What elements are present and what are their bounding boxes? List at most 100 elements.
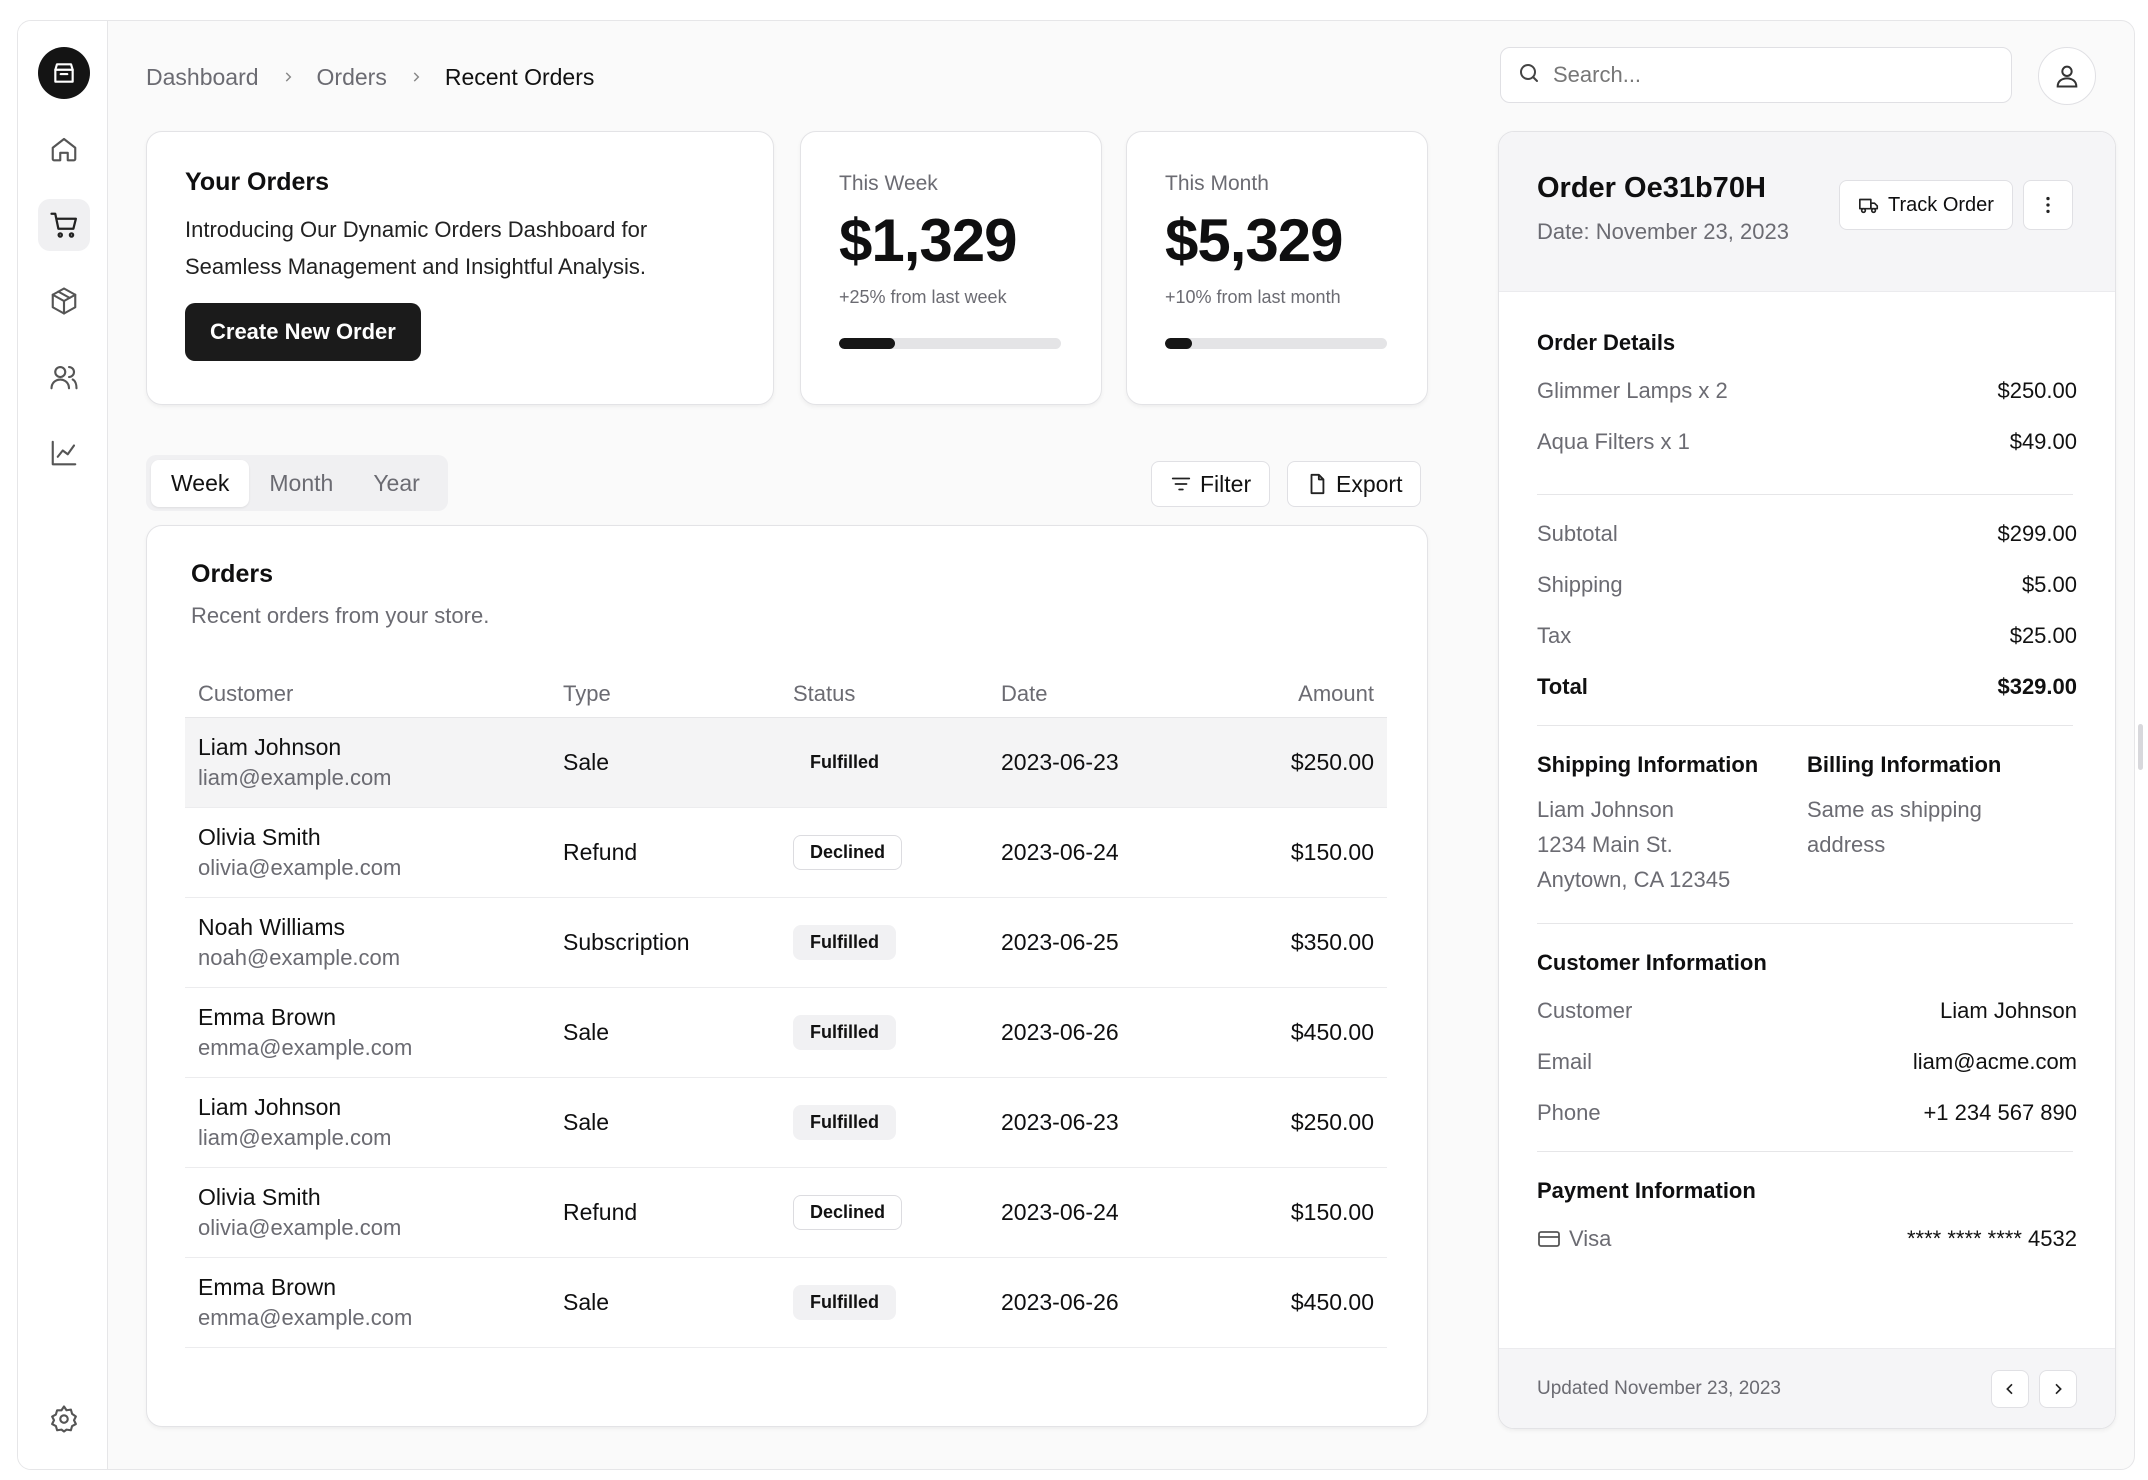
cart-icon[interactable] xyxy=(38,199,90,251)
credit-card-icon xyxy=(1538,1231,1560,1247)
line-item-name: Glimmer Lamps x 2 xyxy=(1537,378,1728,403)
export-button[interactable]: Export xyxy=(1287,461,1422,507)
home-icon[interactable] xyxy=(38,123,90,175)
tab-month[interactable]: Month xyxy=(269,469,334,496)
your-orders-description: Introducing Our Dynamic Orders Dashboard… xyxy=(185,217,648,279)
filter-label: Filter xyxy=(1200,470,1252,497)
file-icon xyxy=(1310,473,1325,495)
email-row: Email liam@acme.com xyxy=(1537,1049,2077,1100)
type-cell: Sale xyxy=(550,717,780,808)
column-header: Date xyxy=(988,671,1188,718)
stat-change: +10% from last month xyxy=(1165,287,1341,307)
period-tabs: Week Month Year xyxy=(146,455,448,511)
table-row[interactable]: Olivia Smith olivia@example.com Refund Decl… xyxy=(185,1167,1387,1258)
divider xyxy=(1537,494,2073,495)
status-badge: Fulfilled xyxy=(793,1014,896,1050)
customer-info-title: Customer Information xyxy=(1537,950,1767,975)
package-icon[interactable] xyxy=(38,275,90,327)
track-order-button[interactable]: Track Order xyxy=(1839,180,2013,230)
shipping-information: Shipping Information Liam Johnson 1234 M… xyxy=(1537,752,1807,897)
shipping-name: Liam Johnson xyxy=(1537,797,1674,822)
table-row[interactable]: Emma Brown emma@example.com Sale Fulfilled 2… xyxy=(185,1257,1387,1348)
your-orders-card: Your Orders Introducing Our Dynamic Orde… xyxy=(146,131,774,405)
search-box[interactable] xyxy=(1500,47,2012,103)
order-detail-header: Order Oe31b70H Date: November 23, 2023 T… xyxy=(1499,132,2115,292)
line-item-price: $250.00 xyxy=(1997,378,2077,403)
table-row[interactable]: Noah Williams noah@example.com Subscriptio… xyxy=(185,897,1387,988)
customer-name: Olivia Smith xyxy=(198,1183,321,1210)
tab-year[interactable]: Year xyxy=(373,469,420,496)
summary-value: $25.00 xyxy=(2009,623,2077,648)
customer-email: liam@example.com xyxy=(198,764,392,790)
payment-row: Visa **** **** **** 4532 xyxy=(1537,1226,2077,1277)
breadcrumb-dashboard[interactable]: Dashboard xyxy=(146,63,259,90)
orders-title: Orders xyxy=(191,560,273,588)
date-cell: 2023-06-23 xyxy=(988,717,1188,808)
filter-button[interactable]: Filter xyxy=(1151,461,1271,507)
shipping-street: 1234 Main St. xyxy=(1537,832,1673,857)
type-cell: Sale xyxy=(550,1257,780,1348)
status-badge: Fulfilled xyxy=(793,1284,896,1320)
progress-fill xyxy=(839,338,895,349)
customer-name: Liam Johnson xyxy=(198,733,342,760)
shipping-city: Anytown, CA 12345 xyxy=(1537,867,1731,892)
sidebar xyxy=(18,21,108,1469)
scrollbar-thumb[interactable] xyxy=(2138,724,2143,770)
tax-row: Tax $25.00 xyxy=(1537,623,2077,674)
status-badge: Fulfilled xyxy=(793,924,896,960)
customer-name: Olivia Smith xyxy=(198,823,321,850)
user-avatar[interactable] xyxy=(2038,47,2096,105)
info-label: Email xyxy=(1537,1049,1593,1074)
customer-email: liam@example.com xyxy=(198,1124,392,1150)
amount-cell: $250.00 xyxy=(1188,1077,1387,1168)
table-row[interactable]: Olivia Smith olivia@example.com Refund Decl… xyxy=(185,807,1387,898)
chart-icon[interactable] xyxy=(38,427,90,479)
breadcrumb-orders[interactable]: Orders xyxy=(316,63,387,90)
tab-week[interactable]: Week xyxy=(151,459,250,507)
date-cell: 2023-06-24 xyxy=(988,1167,1188,1258)
line-item-name: Aqua Filters x 1 xyxy=(1537,429,1690,454)
status-cell: Fulfilled xyxy=(780,897,988,988)
customer-email: emma@example.com xyxy=(198,1034,413,1060)
orders-card: Orders Recent orders from your store. Cu… xyxy=(146,525,1428,1427)
date-cell: 2023-06-26 xyxy=(988,987,1188,1078)
chevron-right-icon xyxy=(2055,1383,2062,1394)
track-order-label: Track Order xyxy=(1888,193,1994,216)
store-icon[interactable] xyxy=(38,47,90,99)
next-order-button[interactable] xyxy=(2039,1369,2077,1408)
customer-name: Emma Brown xyxy=(198,1003,337,1030)
more-options-button[interactable] xyxy=(2023,180,2073,230)
settings-icon[interactable] xyxy=(38,1393,90,1445)
customer-row: Customer Liam Johnson xyxy=(1537,998,2077,1049)
table-row[interactable]: Emma Brown emma@example.com Sale Fulfilled 2… xyxy=(185,987,1387,1078)
table-row[interactable]: Liam Johnson liam@example.com Sale Fulfille… xyxy=(185,717,1387,808)
this-month-card: This Month $5,329 +10% from last month xyxy=(1126,131,1428,405)
customer-email: olivia@example.com xyxy=(198,1214,402,1240)
summary-value: $329.00 xyxy=(1997,674,2077,699)
stat-value: $5,329 xyxy=(1165,207,1344,274)
pagination xyxy=(1991,1369,2077,1408)
order-detail-panel: Order Oe31b70H Date: November 23, 2023 T… xyxy=(1498,131,2116,1429)
summary-label: Subtotal xyxy=(1537,521,1618,546)
info-value[interactable]: liam@acme.com xyxy=(1912,1049,2077,1074)
subtotal-row: Subtotal $299.00 xyxy=(1537,521,2077,572)
breadcrumb: Dashboard Orders Recent Orders xyxy=(146,59,594,95)
amount-cell: $350.00 xyxy=(1188,897,1387,988)
divider xyxy=(1537,725,2073,726)
billing-title: Billing Information xyxy=(1807,752,2002,777)
search-input[interactable] xyxy=(1553,62,1973,88)
previous-order-button[interactable] xyxy=(1991,1369,2029,1408)
stat-label: This Month xyxy=(1165,172,1269,195)
app-window: Dashboard Orders Recent Orders Your Orde… xyxy=(17,20,2135,1470)
status-badge: Fulfilled xyxy=(793,1104,896,1140)
create-new-order-button[interactable]: Create New Order xyxy=(185,303,421,361)
customer-name: Noah Williams xyxy=(198,913,345,940)
stat-label: This Week xyxy=(839,172,938,195)
users-icon[interactable] xyxy=(38,351,90,403)
table-row[interactable]: Liam Johnson liam@example.com Sale Fulfille… xyxy=(185,1077,1387,1168)
status-cell: Declined xyxy=(780,807,988,898)
amount-cell: $450.00 xyxy=(1188,1257,1387,1348)
customer-cell: Emma Brown emma@example.com xyxy=(185,987,550,1078)
this-week-card: This Week $1,329 +25% from last week xyxy=(800,131,1102,405)
card-number: **** **** **** 4532 xyxy=(1906,1226,2077,1251)
